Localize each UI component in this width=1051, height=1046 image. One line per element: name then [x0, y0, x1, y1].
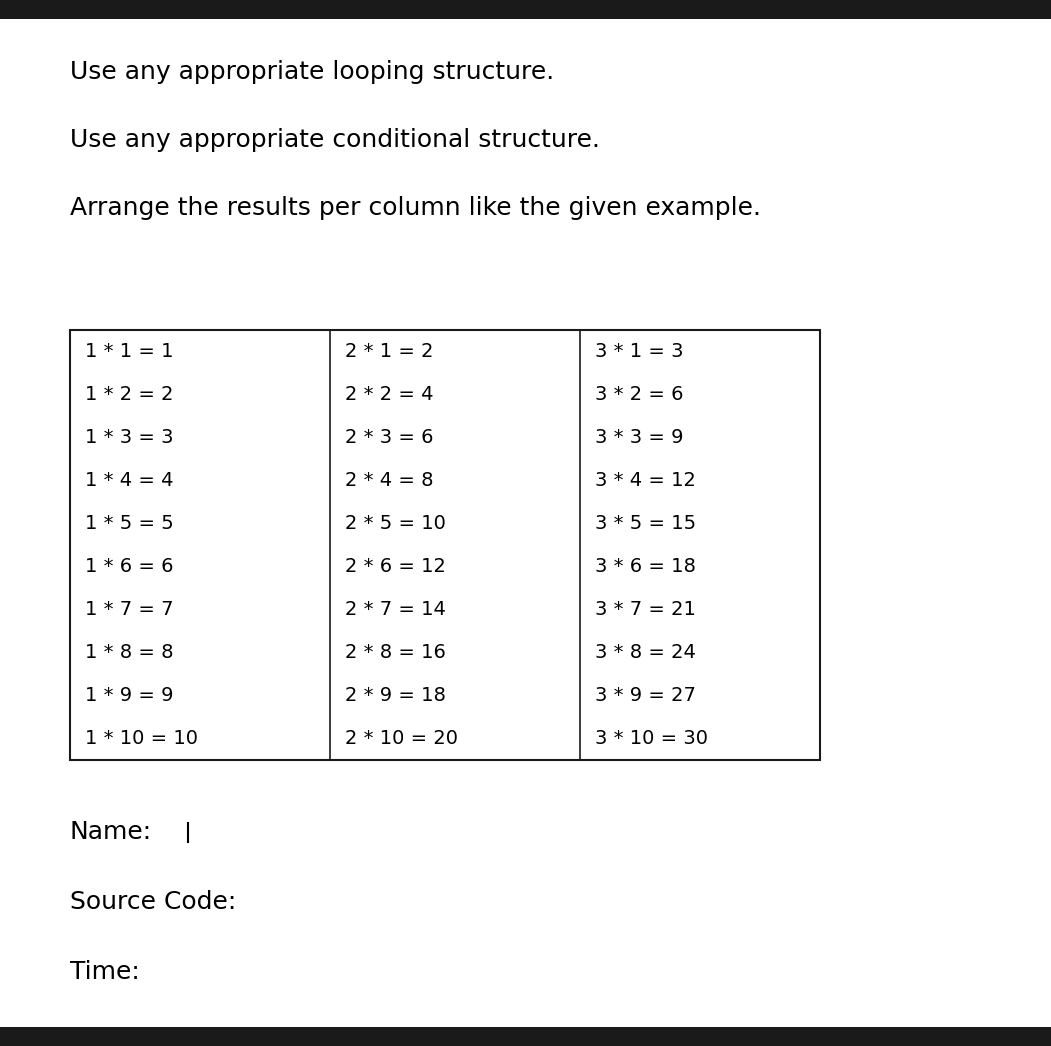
Text: 2 * 8 = 16: 2 * 8 = 16 — [345, 643, 446, 662]
Text: Use any appropriate conditional structure.: Use any appropriate conditional structur… — [70, 128, 600, 152]
Text: 1 * 8 = 8: 1 * 8 = 8 — [85, 643, 173, 662]
Text: 3 * 6 = 18: 3 * 6 = 18 — [595, 558, 696, 576]
Bar — [70, 329, 820, 760]
Text: 2 * 6 = 12: 2 * 6 = 12 — [345, 558, 446, 576]
Text: 1 * 1 = 1: 1 * 1 = 1 — [85, 342, 173, 361]
Text: Use any appropriate looping structure.: Use any appropriate looping structure. — [70, 60, 554, 84]
Text: 3 * 8 = 24: 3 * 8 = 24 — [595, 643, 696, 662]
Text: 3 * 5 = 15: 3 * 5 = 15 — [595, 514, 696, 533]
Text: 1 * 4 = 4: 1 * 4 = 4 — [85, 471, 173, 490]
Text: 2 * 7 = 14: 2 * 7 = 14 — [345, 600, 446, 619]
Text: 3 * 2 = 6: 3 * 2 = 6 — [595, 385, 683, 404]
Text: 2 * 2 = 4: 2 * 2 = 4 — [345, 385, 433, 404]
Text: Time:: Time: — [70, 960, 140, 984]
Text: Name:: Name: — [70, 820, 152, 844]
Text: 1 * 9 = 9: 1 * 9 = 9 — [85, 686, 173, 705]
Text: 3 * 1 = 3: 3 * 1 = 3 — [595, 342, 683, 361]
Text: 2 * 4 = 8: 2 * 4 = 8 — [345, 471, 433, 490]
Text: 3 * 4 = 12: 3 * 4 = 12 — [595, 471, 696, 490]
Text: 1 * 6 = 6: 1 * 6 = 6 — [85, 558, 173, 576]
Text: 2 * 3 = 6: 2 * 3 = 6 — [345, 428, 433, 447]
Text: 1 * 10 = 10: 1 * 10 = 10 — [85, 729, 198, 748]
Text: 1 * 5 = 5: 1 * 5 = 5 — [85, 514, 173, 533]
Text: Arrange the results per column like the given example.: Arrange the results per column like the … — [70, 196, 761, 220]
Bar — [0, 0, 1051, 19]
Text: Source Code:: Source Code: — [70, 890, 236, 914]
Text: 2 * 10 = 20: 2 * 10 = 20 — [345, 729, 458, 748]
Text: 1 * 2 = 2: 1 * 2 = 2 — [85, 385, 173, 404]
Text: 3 * 10 = 30: 3 * 10 = 30 — [595, 729, 708, 748]
Text: 3 * 9 = 27: 3 * 9 = 27 — [595, 686, 696, 705]
Text: 1 * 7 = 7: 1 * 7 = 7 — [85, 600, 173, 619]
Text: 1 * 3 = 3: 1 * 3 = 3 — [85, 428, 173, 447]
Text: 2 * 5 = 10: 2 * 5 = 10 — [345, 514, 446, 533]
Text: 3 * 3 = 9: 3 * 3 = 9 — [595, 428, 683, 447]
Bar — [0, 1027, 1051, 1046]
Text: 2 * 9 = 18: 2 * 9 = 18 — [345, 686, 446, 705]
Text: 2 * 1 = 2: 2 * 1 = 2 — [345, 342, 433, 361]
Text: 3 * 7 = 21: 3 * 7 = 21 — [595, 600, 696, 619]
